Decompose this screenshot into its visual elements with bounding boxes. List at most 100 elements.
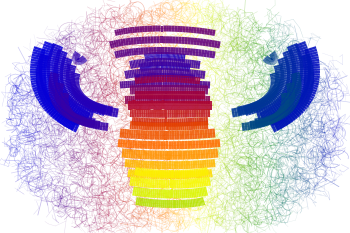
Polygon shape [140, 109, 142, 117]
Polygon shape [159, 199, 161, 208]
Polygon shape [142, 188, 145, 197]
Polygon shape [303, 65, 313, 69]
Polygon shape [49, 96, 60, 105]
Polygon shape [147, 95, 149, 103]
Polygon shape [73, 122, 80, 133]
Polygon shape [277, 118, 285, 128]
Polygon shape [298, 53, 310, 58]
Polygon shape [288, 45, 299, 51]
Polygon shape [127, 169, 131, 177]
Polygon shape [53, 89, 64, 96]
Polygon shape [163, 85, 165, 94]
Polygon shape [271, 58, 275, 65]
Polygon shape [58, 104, 67, 114]
Polygon shape [290, 72, 300, 76]
Polygon shape [142, 80, 144, 87]
Polygon shape [33, 49, 45, 54]
Polygon shape [302, 89, 312, 94]
Polygon shape [145, 150, 148, 159]
Polygon shape [174, 161, 176, 169]
Polygon shape [212, 129, 215, 138]
Polygon shape [166, 161, 169, 169]
Polygon shape [66, 110, 72, 119]
Polygon shape [171, 189, 173, 199]
Polygon shape [193, 188, 195, 198]
Polygon shape [267, 117, 271, 125]
Polygon shape [266, 93, 274, 100]
Polygon shape [195, 140, 198, 149]
Polygon shape [180, 170, 183, 178]
Polygon shape [163, 141, 166, 149]
Polygon shape [199, 38, 203, 46]
Polygon shape [62, 105, 70, 109]
Polygon shape [188, 169, 190, 178]
Polygon shape [73, 89, 82, 94]
Polygon shape [148, 171, 151, 179]
Polygon shape [167, 75, 168, 82]
Polygon shape [260, 108, 266, 118]
Polygon shape [147, 85, 149, 94]
Polygon shape [195, 81, 197, 88]
Polygon shape [274, 82, 284, 86]
Polygon shape [168, 141, 171, 149]
Polygon shape [292, 76, 301, 79]
Polygon shape [188, 96, 190, 103]
Polygon shape [139, 178, 142, 187]
Polygon shape [155, 26, 158, 32]
Polygon shape [147, 76, 149, 83]
Polygon shape [284, 114, 292, 123]
Polygon shape [301, 93, 313, 101]
Polygon shape [158, 91, 160, 99]
Polygon shape [174, 131, 177, 140]
Polygon shape [298, 84, 309, 89]
Polygon shape [75, 93, 83, 100]
Polygon shape [247, 104, 251, 114]
Polygon shape [130, 140, 133, 148]
Polygon shape [67, 64, 76, 68]
Polygon shape [268, 90, 276, 96]
Polygon shape [170, 170, 173, 178]
Polygon shape [49, 93, 58, 97]
Polygon shape [159, 161, 162, 169]
Polygon shape [41, 84, 52, 89]
Polygon shape [170, 52, 172, 60]
Polygon shape [170, 75, 172, 82]
Polygon shape [33, 86, 45, 92]
Polygon shape [83, 98, 89, 106]
Polygon shape [55, 56, 65, 61]
Polygon shape [42, 98, 52, 105]
Polygon shape [182, 85, 184, 94]
Polygon shape [295, 89, 306, 96]
Polygon shape [156, 100, 159, 110]
Polygon shape [102, 122, 106, 131]
Polygon shape [274, 64, 283, 68]
Polygon shape [275, 75, 284, 77]
Polygon shape [184, 170, 187, 178]
Polygon shape [171, 52, 173, 60]
Polygon shape [257, 118, 261, 127]
Polygon shape [84, 108, 90, 118]
Polygon shape [256, 110, 261, 120]
Polygon shape [127, 96, 129, 104]
Polygon shape [92, 118, 96, 127]
Polygon shape [285, 103, 293, 107]
Polygon shape [76, 93, 84, 100]
Polygon shape [60, 79, 70, 82]
Polygon shape [183, 26, 186, 32]
Polygon shape [281, 109, 287, 115]
Polygon shape [80, 110, 88, 121]
Polygon shape [202, 170, 204, 178]
Polygon shape [283, 104, 292, 114]
Polygon shape [152, 130, 155, 140]
Polygon shape [194, 130, 197, 139]
Polygon shape [268, 92, 276, 99]
Polygon shape [281, 106, 290, 116]
Polygon shape [47, 93, 57, 100]
Polygon shape [144, 69, 146, 77]
Polygon shape [93, 102, 98, 111]
Polygon shape [132, 169, 134, 178]
Polygon shape [237, 106, 241, 115]
Polygon shape [260, 119, 264, 127]
Polygon shape [151, 95, 153, 103]
Polygon shape [122, 50, 125, 57]
